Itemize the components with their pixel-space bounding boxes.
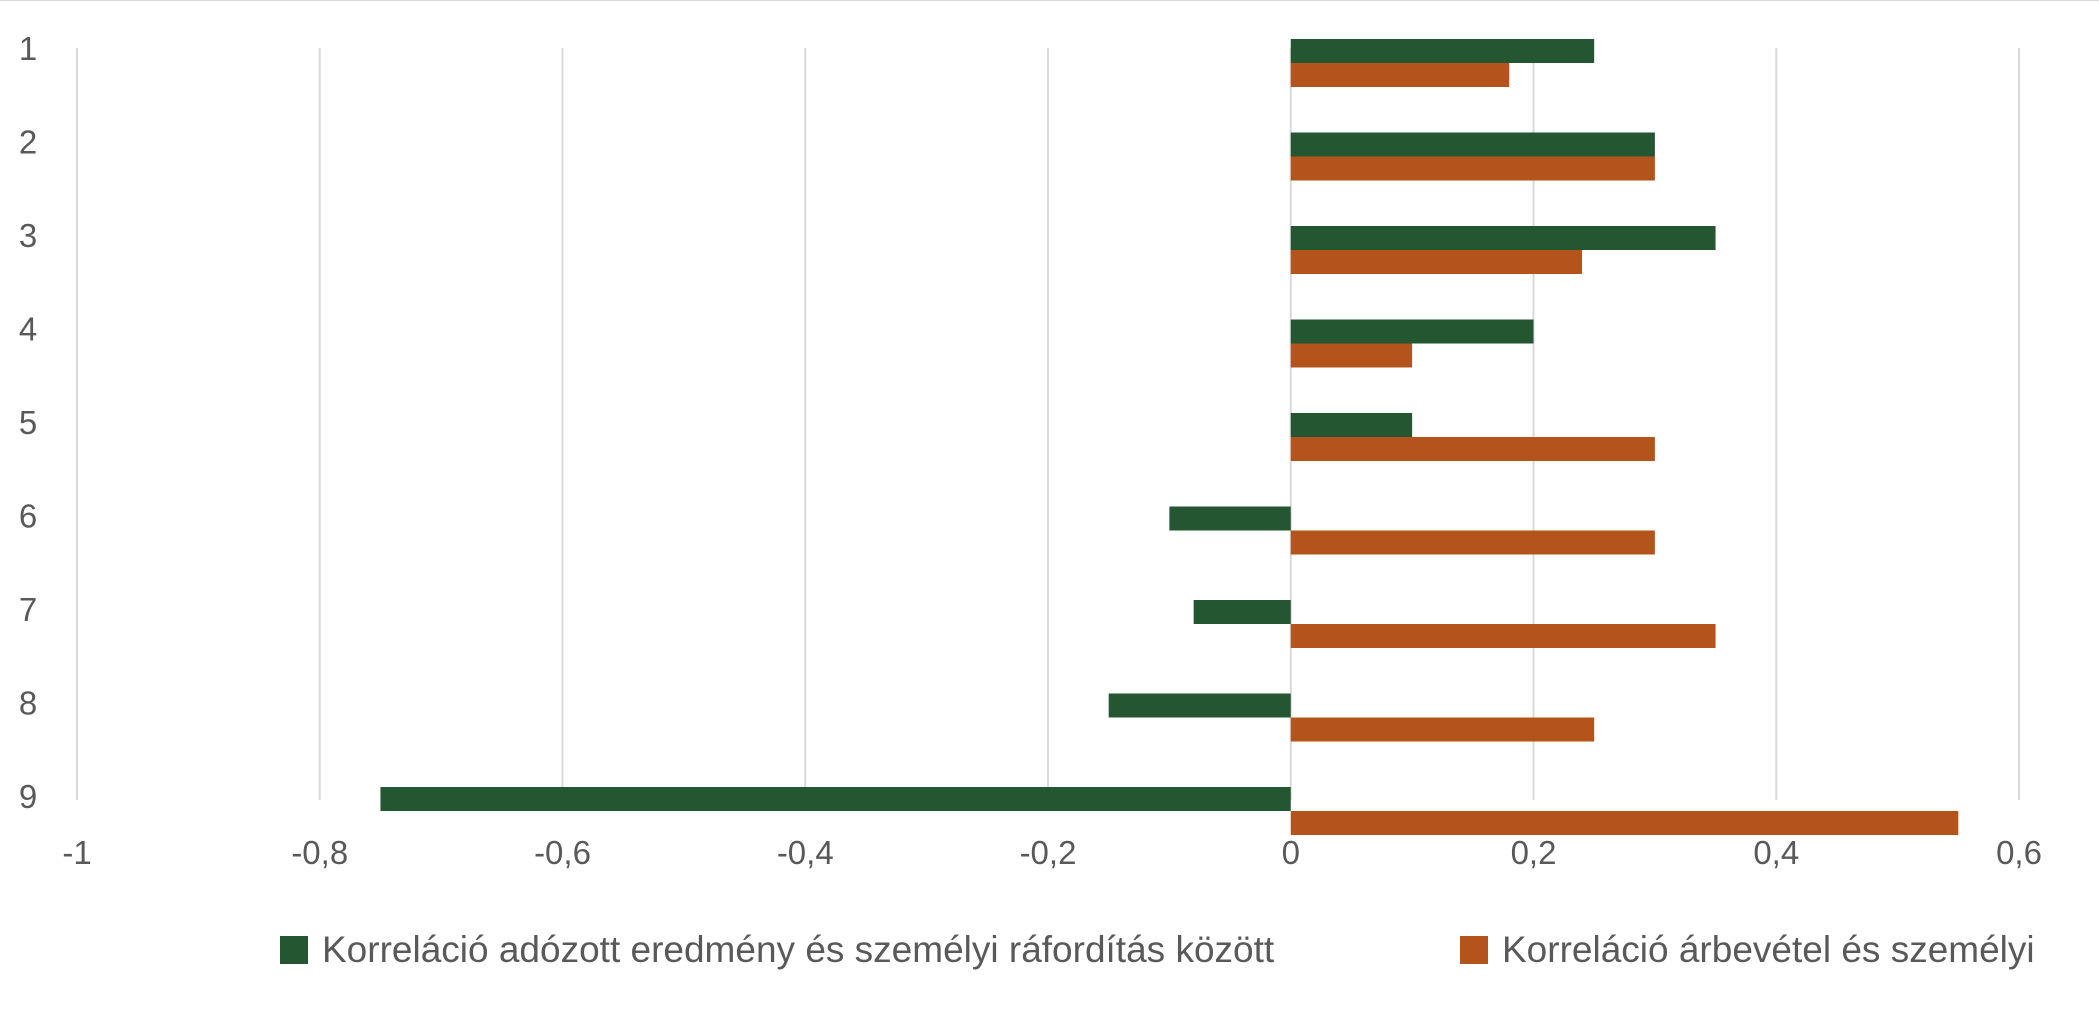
legend-item-series-1: Korreláció adózott eredmény és személyi … xyxy=(280,925,1274,975)
x-tick-label: 0,6 xyxy=(1996,834,2042,871)
x-tick-label: 0,2 xyxy=(1511,834,1557,871)
bar-series-1 xyxy=(1108,693,1291,718)
bar-series-2 xyxy=(1290,343,1413,368)
bar-series-1 xyxy=(1193,600,1291,624)
y-tick-label: 1 xyxy=(19,30,37,67)
bar-series-2 xyxy=(1290,63,1510,87)
y-tick-label: 5 xyxy=(19,404,37,441)
legend-swatch-orange xyxy=(1460,936,1488,964)
bar-series-2 xyxy=(1290,717,1595,742)
bar-series-1 xyxy=(380,787,1291,811)
x-tick-label: -0,6 xyxy=(534,834,591,871)
y-tick-label: 7 xyxy=(19,591,37,628)
y-tick-label: 4 xyxy=(19,311,37,348)
bar-series-1 xyxy=(1290,226,1716,250)
y-tick-label: 9 xyxy=(19,778,37,815)
gridlines xyxy=(76,48,2020,800)
x-tick-label: 0,4 xyxy=(1753,834,1799,871)
x-axis-tick-labels: -1 -0,8 -0,6 -0,4 -0,2 0 0,2 0,4 0,6 xyxy=(62,834,2042,871)
bar-series-2 xyxy=(1290,811,1959,835)
legend-swatch-green xyxy=(280,936,308,964)
x-tick-label: -0,2 xyxy=(1020,834,1077,871)
bar-series-1 xyxy=(1169,506,1291,531)
y-tick-label: 2 xyxy=(19,124,37,161)
x-tick-label: -0,8 xyxy=(291,834,348,871)
x-tick-label: 0 xyxy=(1282,834,1300,871)
y-tick-label: 6 xyxy=(19,498,37,535)
y-tick-label: 3 xyxy=(19,217,37,254)
legend-label-series-1: Korreláció adózott eredmény és személyi … xyxy=(322,929,1275,970)
x-tick-label: -0,4 xyxy=(777,834,834,871)
legend-label-series-2: Korreláció árbevétel és személyi xyxy=(1502,929,2035,970)
bar-series-1 xyxy=(1290,132,1655,157)
bar-series-2 xyxy=(1290,156,1655,181)
legend: Korreláció adózott eredmény és személyi … xyxy=(0,925,2099,975)
bar-series-1 xyxy=(1290,319,1534,344)
bars xyxy=(380,39,1959,835)
bar-series-1 xyxy=(1290,413,1413,437)
x-tick-label: -1 xyxy=(62,834,91,871)
bar-series-2 xyxy=(1290,250,1583,274)
bar-series-1 xyxy=(1290,39,1595,63)
bar-series-2 xyxy=(1290,624,1716,648)
y-tick-label: 8 xyxy=(19,685,37,722)
legend-item-series-2: Korreláció árbevétel és személyi xyxy=(1460,925,2035,975)
bar-series-2 xyxy=(1290,530,1655,555)
bar-series-2 xyxy=(1290,437,1655,461)
y-axis-tick-labels: 1 2 3 4 5 6 7 8 9 xyxy=(19,30,37,815)
